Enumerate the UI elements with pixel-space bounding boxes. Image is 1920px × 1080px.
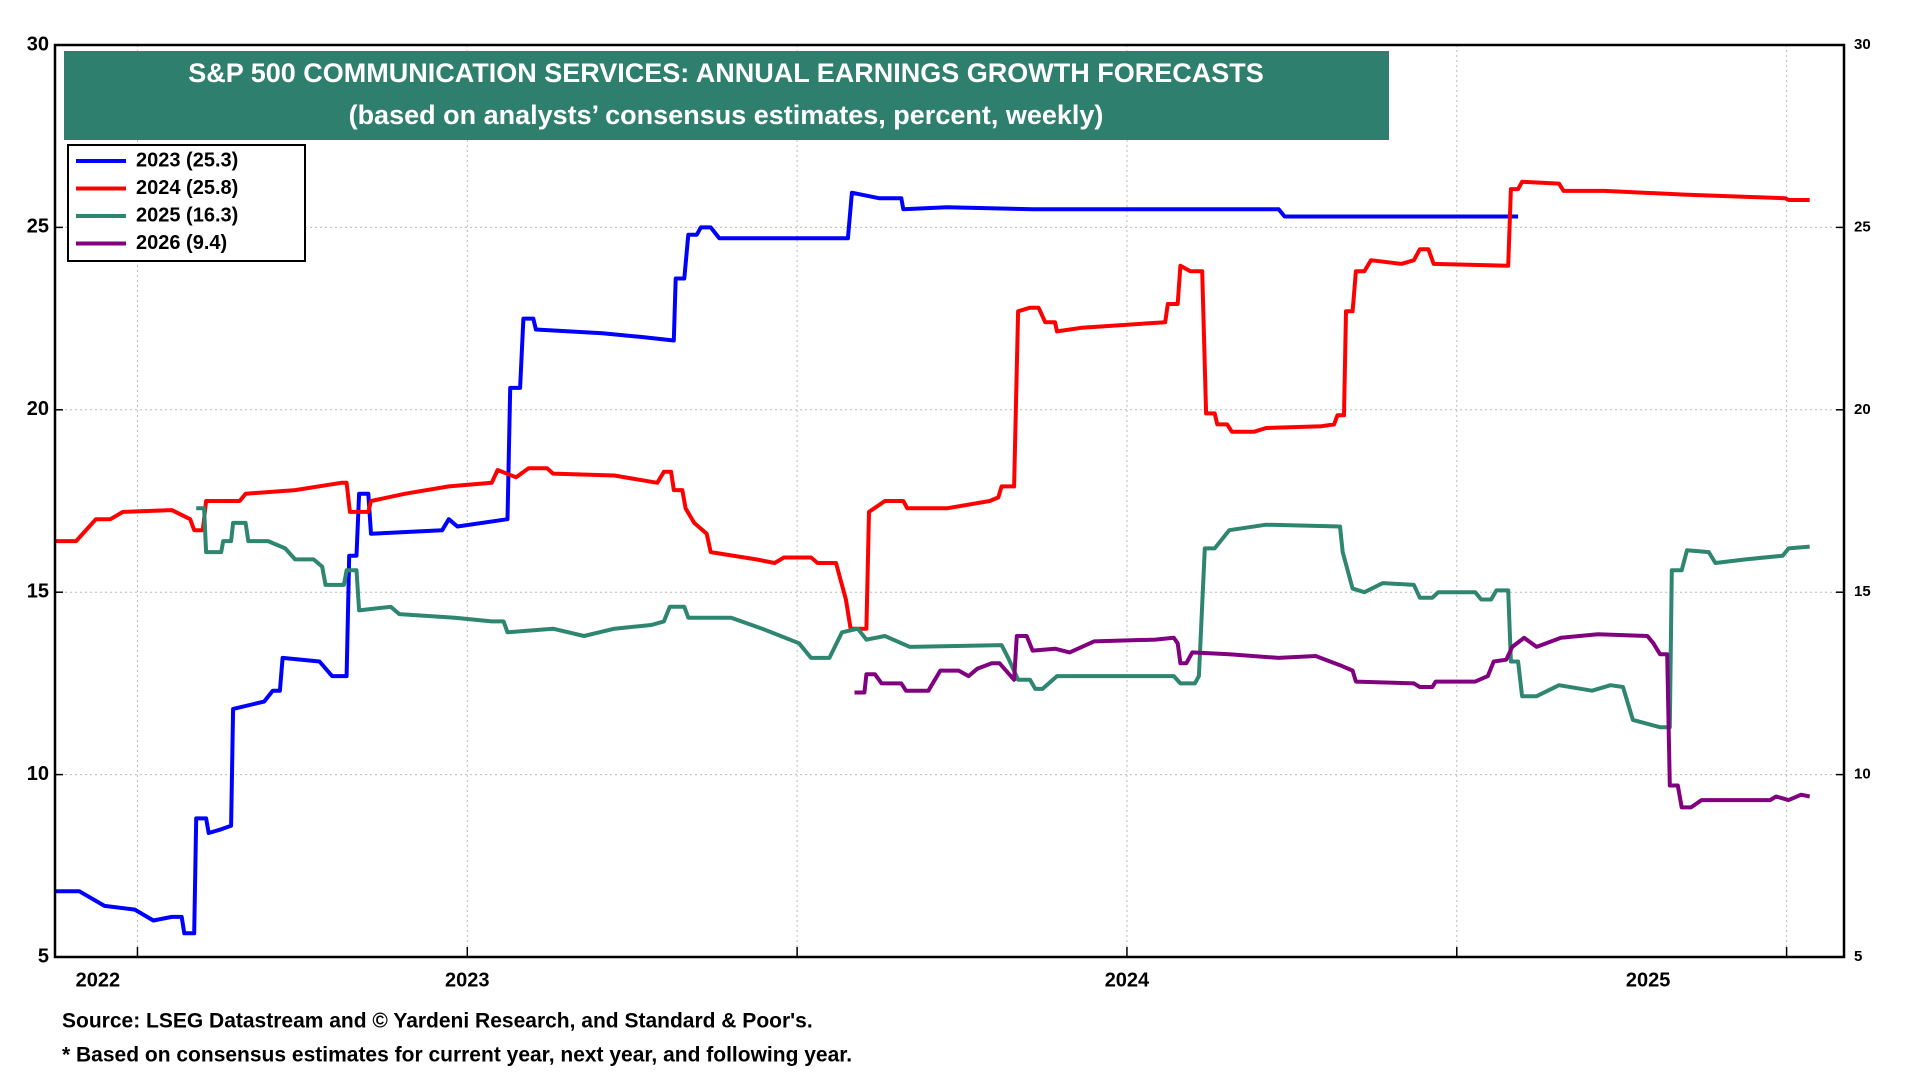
chart-subtitle: (based on analysts’ consensus estimates,… (349, 100, 1104, 130)
legend-label: 2023 (25.3) (136, 149, 238, 171)
y-tick-label: 10 (27, 763, 49, 785)
y2-tick-label: 10 (1854, 766, 1871, 783)
x-tick-label: 2024 (1105, 969, 1150, 991)
y-tick-label: 30 (27, 33, 49, 55)
y2-tick-label: 5 (1854, 948, 1862, 965)
series-line (55, 179, 1810, 631)
y2-tick-label: 30 (1854, 36, 1871, 53)
y-tick-label: 20 (27, 398, 49, 420)
legend-label: 2025 (16.3) (136, 204, 238, 226)
legend-label: 2024 (25.8) (136, 177, 238, 199)
y2-tick-label: 15 (1854, 583, 1871, 600)
y2-tick-label: 25 (1854, 218, 1871, 235)
lines (55, 179, 1811, 936)
y-tick-label: 15 (27, 580, 49, 602)
plot-frame (53, 43, 1846, 959)
legend-label: 2026 (9.4) (136, 232, 227, 254)
footnote: * Based on consensus estimates for curre… (62, 1044, 852, 1067)
series-line (55, 190, 1519, 936)
x-tick-label: 2022 (76, 969, 121, 991)
series-line (854, 632, 1811, 810)
source-note: Source: LSEG Datastream and © Yardeni Re… (62, 1010, 813, 1033)
series-line (196, 506, 1810, 730)
x-tick-label: 2023 (445, 969, 490, 991)
legend: 2023 (25.3) 2024 (25.8) 2025 (16.3) 2026 (9… (67, 144, 306, 262)
y-tick-label: 25 (27, 216, 49, 238)
chart-title: S&P 500 COMMUNICATION SERVICES: ANNUAL E… (188, 58, 1264, 88)
title-box (64, 51, 1389, 140)
y2-tick-label: 20 (1854, 401, 1871, 418)
x-tick-label: 2025 (1626, 969, 1671, 991)
y-tick-label: 5 (38, 945, 49, 967)
